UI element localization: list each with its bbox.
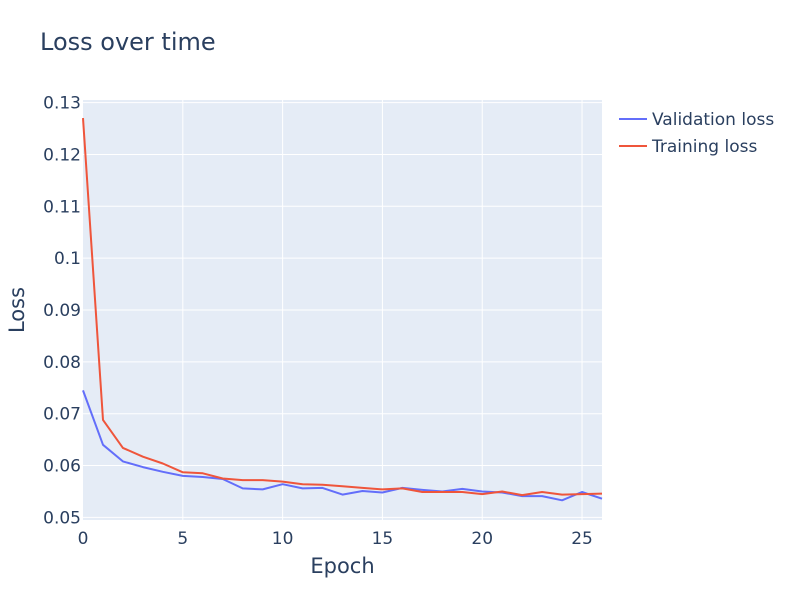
series-line-training-loss [82,118,603,497]
y-gridlines [83,102,602,518]
x-tick-label: 10 [272,529,294,549]
legend-label: Validation loss [652,110,774,130]
series-lines [82,118,603,502]
x-tick-label: 25 [571,529,593,549]
legend-item-training-loss[interactable]: Training loss [619,137,757,157]
y-tick-label: 0.05 [43,508,81,528]
y-tick-label: 0.12 [43,145,81,165]
y-tick-label: 0.11 [43,197,81,217]
x-axis-title: Epoch [310,554,374,578]
legend-item-validation-loss[interactable]: Validation loss [619,110,774,130]
x-tick-label: 5 [177,529,188,549]
legend-label: Training loss [651,137,757,157]
y-tick-label: 0.1 [54,249,81,269]
y-tick-label: 0.08 [43,353,81,373]
chart-title: Loss over time [40,28,216,56]
y-axis-tick-labels: 0.05 0.06 0.07 0.08 0.09 0.1 0.11 0.12 0.13 [43,94,81,529]
y-tick-label: 0.13 [43,94,81,114]
x-tick-label: 20 [471,529,493,549]
y-tick-label: 0.06 [43,457,81,477]
y-tick-label: 0.07 [43,405,81,425]
y-tick-label: 0.09 [43,301,81,321]
legend: Validation loss Training loss [619,110,774,157]
x-axis-tick-labels: 0 5 10 15 20 25 [78,529,593,549]
x-tick-label: 0 [78,529,89,549]
y-axis-title: Loss [5,287,29,333]
x-tick-label: 15 [372,529,394,549]
